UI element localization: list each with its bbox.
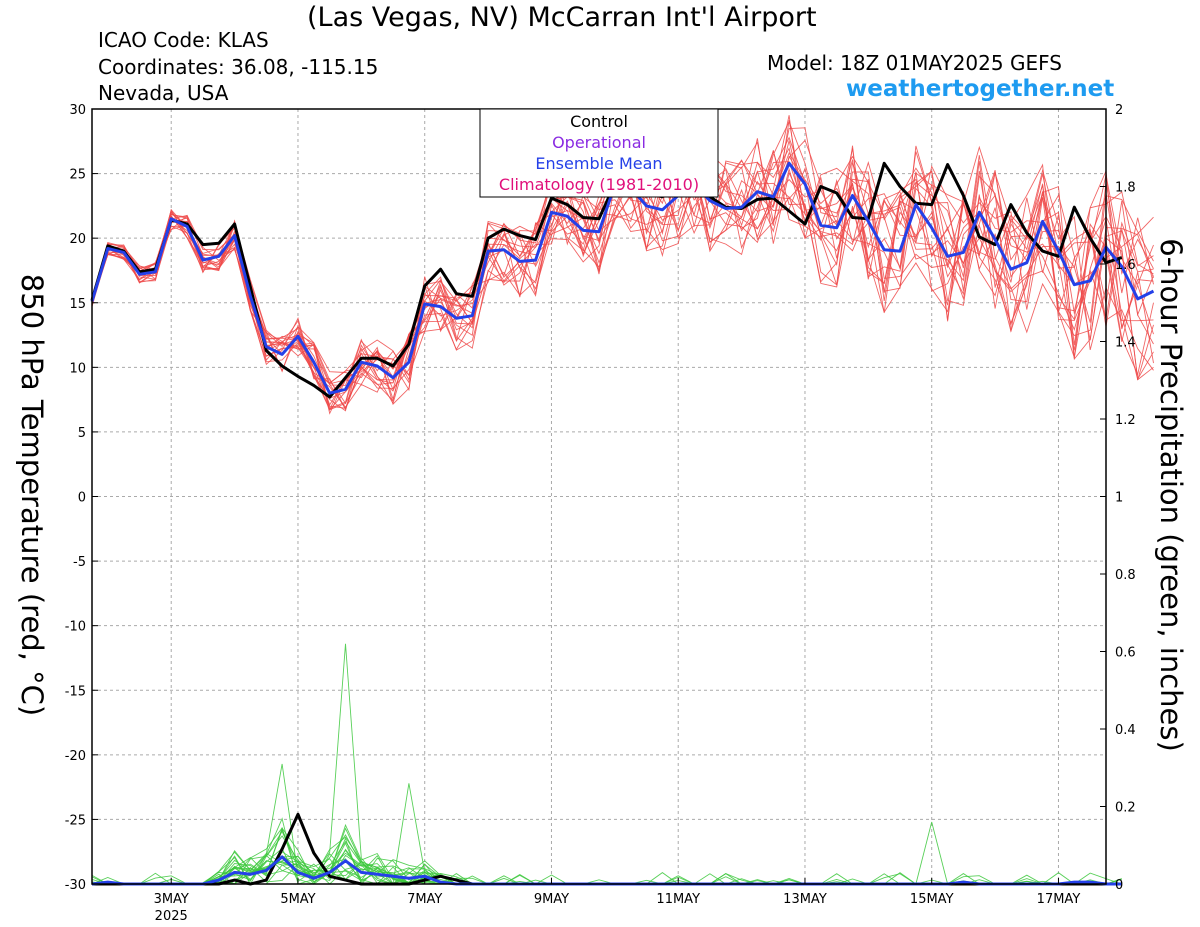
- temperature-member-line: [91, 138, 1154, 411]
- y2-tick-label: 0: [1115, 878, 1123, 893]
- y-tick-label: -25: [65, 813, 86, 828]
- y2-tick-label: 2: [1115, 103, 1123, 118]
- page-title: (Las Vegas, NV) McCarran Int'l Airport: [307, 2, 817, 33]
- precipitation-member-line: [92, 851, 1122, 885]
- icao-code: ICAO Code: KLAS: [98, 28, 269, 52]
- y2-tick-label: 0.6: [1115, 646, 1136, 661]
- y-axis-label-left: 850 hPa Temperature (red, °C): [15, 273, 49, 717]
- y-tick-label: 30: [69, 103, 86, 118]
- y-tick-label: -15: [65, 684, 86, 699]
- y-tick-label: -5: [73, 555, 86, 570]
- y-tick-label: -30: [65, 878, 86, 893]
- x-tick-label: 13MAY: [783, 892, 827, 907]
- legend-entry: Climatology (1981-2010): [499, 175, 699, 194]
- x-tick-label: 11MAY: [656, 892, 700, 907]
- website-link[interactable]: weathertogether.net: [846, 76, 1115, 102]
- y-tick-label: 25: [69, 168, 86, 183]
- y-tick-label: -10: [65, 620, 86, 635]
- y2-tick-label: 0.4: [1115, 723, 1136, 738]
- y2-tick-label: 0.2: [1115, 801, 1136, 816]
- model-run: Model: 18Z 01MAY2025 GEFS: [767, 51, 1062, 75]
- legend-entry: Operational: [552, 133, 646, 152]
- x-tick-sublabel: 2025: [155, 909, 188, 924]
- legend-entry: Ensemble Mean: [535, 154, 662, 173]
- y2-tick-label: 1.8: [1115, 181, 1136, 196]
- x-tick-label: 17MAY: [1037, 892, 1081, 907]
- ensemble-mean-precipitation-line: [91, 855, 1122, 886]
- y-tick-label: 5: [78, 426, 86, 441]
- y2-tick-label: 1.2: [1115, 413, 1136, 428]
- temperature-member-line: [91, 136, 1154, 411]
- legend-box: [479, 108, 719, 198]
- x-tick-label: 5MAY: [280, 892, 315, 907]
- y-axis-label-right: 6-hour Precipitation (green, inches): [1154, 238, 1188, 752]
- y2-tick-label: 1.4: [1115, 336, 1136, 351]
- region: Nevada, USA: [98, 81, 229, 105]
- y2-tick-label: 1: [1115, 491, 1123, 506]
- x-tick-label: 9MAY: [534, 892, 569, 907]
- y2-tick-label: 0.8: [1115, 568, 1136, 583]
- y-tick-label: 0: [78, 491, 86, 506]
- y2-tick-label: 1.6: [1115, 258, 1136, 273]
- x-tick-label: 15MAY: [910, 892, 954, 907]
- y-tick-label: 15: [69, 297, 86, 312]
- coordinates: Coordinates: 36.08, -115.15: [98, 55, 379, 79]
- legend-entry: Control: [570, 112, 628, 131]
- y-tick-label: -20: [65, 749, 86, 764]
- x-tick-label: 3MAY: [154, 892, 189, 907]
- x-tick-label: 7MAY: [407, 892, 442, 907]
- y-tick-label: 10: [69, 361, 86, 376]
- y-tick-label: 20: [69, 232, 86, 247]
- precipitation-member-line: [92, 643, 1122, 885]
